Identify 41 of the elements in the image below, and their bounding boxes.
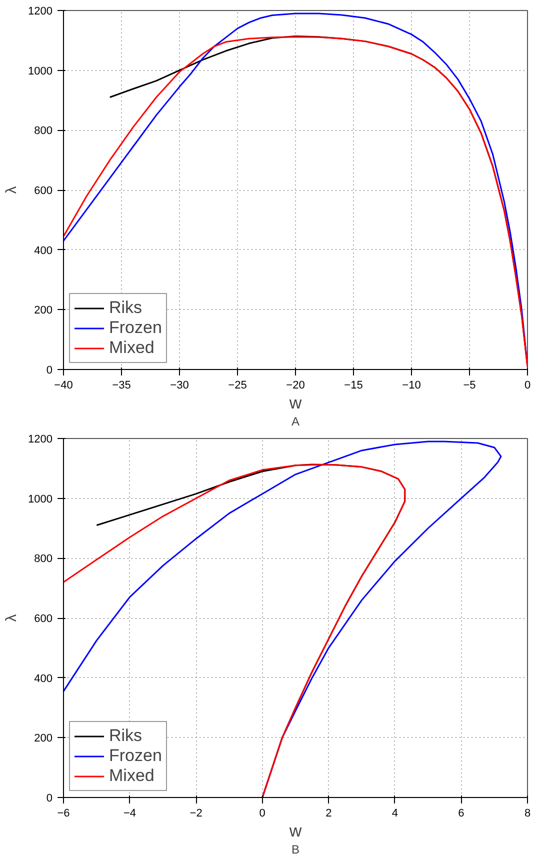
y-tick-label: 400 [34,672,53,685]
legend-label: Riks [109,298,142,318]
legend-label: Frozen [109,318,162,338]
y-tick-label: 1200 [28,6,53,18]
y-tick-label: 800 [34,553,53,566]
x-axis-title: wB [288,822,302,856]
y-tick-label: 400 [34,244,53,257]
x-tick-label: −35 [112,380,131,392]
y-tick-label: 200 [34,732,53,745]
y-tick-label: 800 [34,125,53,138]
x-tick-label: 0 [524,380,531,392]
x-tick-label: −25 [228,380,247,392]
x-tick-label: −6 [57,808,70,820]
y-tick-label: 1200 [28,434,53,446]
x-tick-label: −30 [170,380,189,392]
y-tick-label: 1000 [28,65,53,78]
x-tick-label: 8 [524,808,531,820]
y-tick-label: 0 [46,364,53,376]
x-tick-label: 0 [259,808,266,820]
y-tick-label: 200 [34,304,53,317]
x-tick-label: 2 [326,808,332,820]
y-tick-label: 600 [34,613,53,625]
x-tick-label: −15 [344,380,363,392]
x-tick-label: −20 [286,380,305,392]
y-axis-title: λ [3,614,20,622]
legend-label: Mixed [109,338,154,358]
x-tick-label: −5 [463,380,476,392]
y-tick-label: 1000 [28,493,53,506]
x-tick-label: −4 [124,808,136,820]
x-tick-label: 6 [458,808,464,820]
legend-label: Mixed [109,766,154,786]
x-tick-label: −40 [54,380,73,392]
legend-label: Riks [109,726,142,746]
y-axis-title: λ [3,186,20,194]
x-tick-label: −10 [402,380,421,392]
legend-label: Frozen [109,746,162,766]
y-tick-label: 0 [46,792,53,804]
y-tick-label: 600 [34,185,53,197]
x-tick-label: −2 [190,808,202,820]
x-tick-label: 4 [392,808,398,820]
x-axis-title: wA [288,394,302,428]
